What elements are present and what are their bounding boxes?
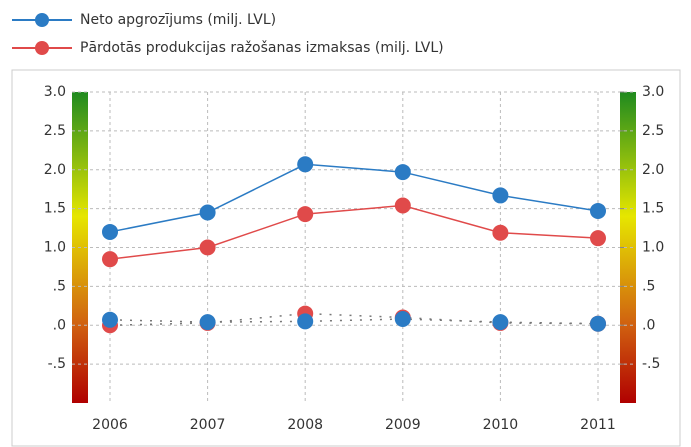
y2-tick-label: 3.0 xyxy=(642,84,664,100)
y2-tick-label: .0 xyxy=(642,317,655,333)
data-point xyxy=(199,314,216,331)
data-point xyxy=(394,197,411,214)
series-line xyxy=(109,163,599,233)
legend-label: Pārdotās produkcijas ražošanas izmaksas … xyxy=(80,40,444,56)
data-point xyxy=(297,206,314,223)
y2-tick-label: 2.0 xyxy=(642,162,664,178)
data-point xyxy=(492,187,509,204)
data-point xyxy=(394,311,411,328)
x-tick-label: 2008 xyxy=(287,417,323,433)
series-line xyxy=(109,318,599,325)
x-tick-label: 2010 xyxy=(483,417,519,433)
y2-tick-label: 1.5 xyxy=(642,201,664,217)
data-point xyxy=(297,156,314,173)
data-point xyxy=(492,314,509,331)
data-point xyxy=(199,204,216,221)
x-tick-label: 2007 xyxy=(190,417,226,433)
data-point xyxy=(102,223,118,240)
y-tick-label: -.5 xyxy=(48,356,66,372)
y2-tick-label: 2.5 xyxy=(642,123,664,139)
data-point xyxy=(590,315,606,332)
data-point xyxy=(199,239,216,256)
y-tick-label: .5 xyxy=(53,278,66,294)
y-tick-label: 1.5 xyxy=(44,201,66,217)
x-tick-label: 2011 xyxy=(580,417,616,433)
y2-tick-label: 1.0 xyxy=(642,240,664,256)
series-line xyxy=(109,204,599,260)
y-tick-label: 1.0 xyxy=(44,240,66,256)
legend-label: Neto apgrozījums (milj. LVL) xyxy=(80,12,276,28)
y2-tick-label: -.5 xyxy=(642,356,660,372)
data-point xyxy=(590,202,606,219)
y-tick-label: 3.0 xyxy=(44,84,66,100)
data-point xyxy=(394,164,411,181)
y2-tick-label: .5 xyxy=(642,278,655,294)
x-tick-label: 2009 xyxy=(385,417,421,433)
data-point xyxy=(590,230,606,247)
series-line xyxy=(109,312,599,326)
plot-frame xyxy=(11,69,681,447)
y-tick-label: .0 xyxy=(53,317,66,333)
data-point xyxy=(297,313,314,330)
data-point xyxy=(102,251,118,268)
y-tick-label: 2.0 xyxy=(44,162,66,178)
legend-marker xyxy=(35,41,49,55)
data-point xyxy=(102,311,118,328)
legend-marker xyxy=(35,13,49,27)
x-tick-label: 2006 xyxy=(92,417,128,433)
y-tick-label: 2.5 xyxy=(44,123,66,139)
data-point xyxy=(492,224,509,241)
